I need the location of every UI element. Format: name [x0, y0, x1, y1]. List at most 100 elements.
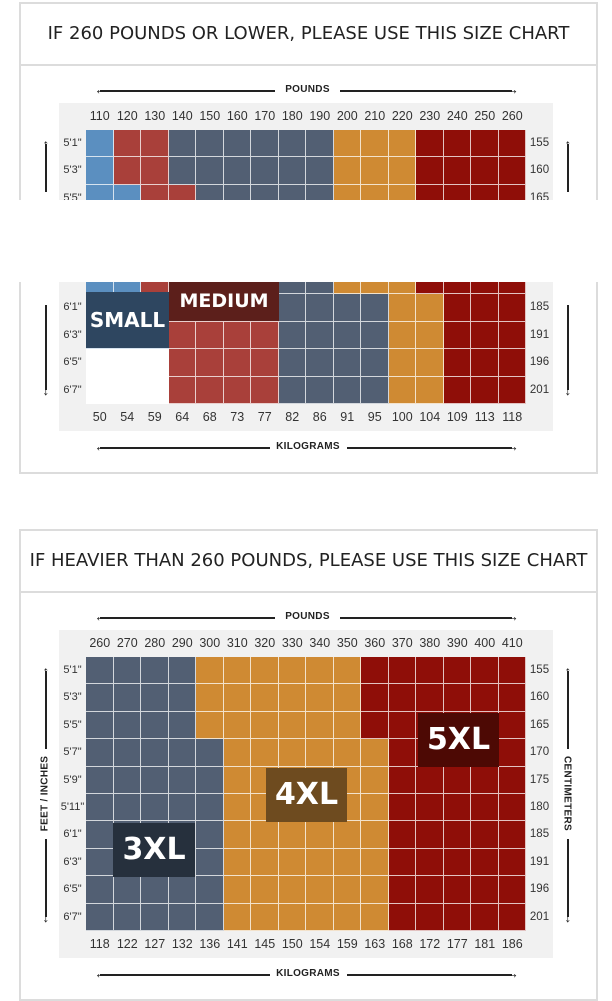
size-cell	[416, 684, 444, 712]
size-cell	[361, 711, 389, 740]
kilograms-tick-label: 150	[281, 937, 303, 951]
size-cell	[278, 903, 306, 931]
size-cell	[388, 157, 416, 185]
size-cell	[471, 684, 499, 712]
size-cell	[498, 739, 526, 767]
size-cell	[361, 376, 389, 404]
size-cell	[416, 376, 444, 404]
pounds-tick-label: 260	[89, 636, 111, 650]
size-cell	[306, 821, 334, 849]
size-cell	[388, 903, 416, 931]
size-cell	[306, 294, 334, 322]
size-cell	[416, 794, 444, 822]
pounds-tick-label: 320	[254, 636, 276, 650]
size-cell	[388, 711, 416, 740]
size-cell	[471, 766, 499, 794]
height-ft-label: 5'3"	[63, 164, 82, 177]
height-cm-label: 185	[529, 301, 550, 314]
size-cell	[223, 684, 251, 712]
size-cell	[306, 739, 334, 767]
height-cm-label: 201	[529, 910, 550, 923]
kilograms-tick-label: 127	[144, 937, 166, 951]
size-cell	[443, 349, 471, 377]
height-cm-label: 160	[529, 164, 550, 177]
size-cell	[306, 657, 334, 685]
size-cell	[388, 321, 416, 350]
size-cell	[196, 821, 224, 849]
size-cell	[278, 349, 306, 377]
kilograms-tick-label: 172	[419, 937, 441, 951]
height-ft-label: 5'1"	[63, 664, 82, 676]
size-cell	[306, 876, 334, 904]
size-cell	[141, 876, 169, 904]
size-cell	[196, 876, 224, 904]
size-cell	[361, 157, 389, 185]
kilograms-tick-label: 177	[446, 937, 468, 951]
size-cell	[113, 711, 141, 740]
size-cell	[168, 157, 196, 185]
size-cell	[113, 684, 141, 712]
size-cell	[361, 684, 389, 712]
size-cell	[196, 739, 224, 767]
size-cell	[113, 349, 141, 377]
kilograms-axis-line-left	[100, 974, 270, 976]
kilograms-axis-line-right	[347, 447, 512, 449]
size-cell	[223, 321, 251, 350]
pounds-tick-label: 310	[226, 636, 248, 650]
size-cell	[86, 684, 114, 712]
pounds-header-bg	[59, 630, 553, 657]
size-cell	[333, 321, 361, 350]
size-cell	[86, 711, 114, 740]
size-cell	[141, 157, 169, 185]
kilograms-tick-label: 91	[340, 410, 355, 424]
size-cell	[113, 876, 141, 904]
size-cell	[471, 821, 499, 849]
size-cell	[251, 376, 279, 404]
height-cm-label: 196	[529, 883, 550, 896]
size-cell	[141, 711, 169, 740]
size-cell	[416, 130, 444, 158]
size-cell	[333, 349, 361, 377]
kilograms-axis-line-left	[100, 447, 270, 449]
size-cell	[196, 766, 224, 794]
kilograms-tick-label: 77	[257, 410, 272, 424]
pounds-axis-line-right	[340, 90, 512, 92]
height-ft-label: 5'5"	[63, 718, 82, 731]
down-arrow-icon: ↓	[42, 909, 50, 925]
size-cell	[498, 876, 526, 904]
size-cell	[443, 766, 471, 794]
size-cell	[388, 294, 416, 322]
size-cell	[196, 376, 224, 404]
size-cell	[86, 739, 114, 767]
size-cell	[361, 821, 389, 849]
pounds-tick-label: 390	[446, 636, 468, 650]
size-cell	[388, 349, 416, 377]
size-cell	[223, 739, 251, 767]
size-cell	[113, 794, 141, 822]
size-cell	[168, 766, 196, 794]
pounds-tick-label: 110	[89, 109, 110, 123]
pounds-tick-label: 380	[419, 636, 441, 650]
pounds-tick-label: 360	[364, 636, 386, 650]
size-cell	[498, 684, 526, 712]
pounds-axis-line-right	[340, 617, 512, 619]
size-cell	[443, 321, 471, 350]
pounds-header-bg	[59, 103, 553, 130]
size-cell	[498, 130, 526, 158]
size-cell	[278, 157, 306, 185]
size-cell	[251, 876, 279, 904]
size-cell	[141, 903, 169, 931]
size-cell	[251, 157, 279, 185]
size-cell	[333, 821, 361, 849]
kilograms-axis-label: KILOGRAMS	[276, 968, 340, 979]
kilograms-tick-label: 113	[474, 410, 495, 424]
pounds-tick-label: 190	[309, 109, 331, 123]
height-ft-column-bg	[59, 657, 86, 931]
feet-axis-line-bottom	[45, 305, 47, 390]
centimeters-axis-line-top	[567, 144, 569, 192]
size-cell	[416, 157, 444, 185]
size-cell	[388, 376, 416, 404]
size-cell	[141, 684, 169, 712]
size-cell	[306, 903, 334, 931]
height-cm-label: 191	[529, 328, 550, 341]
